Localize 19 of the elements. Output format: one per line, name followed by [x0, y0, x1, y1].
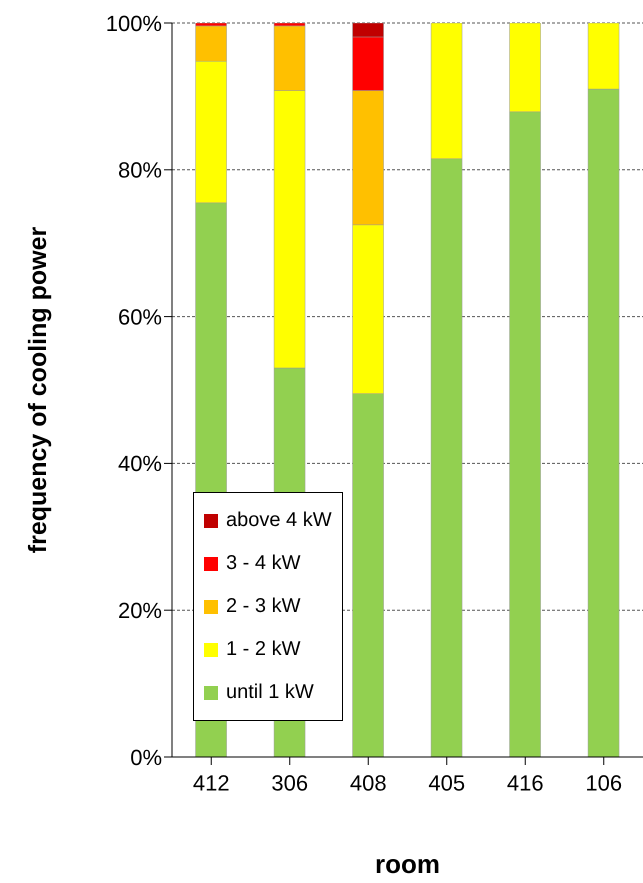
x-tick-label: 405 — [428, 770, 466, 796]
y-axis-title: frequency of cooling power — [24, 226, 52, 554]
y-tick-label: 20% — [118, 598, 162, 624]
x-tick-label: 416 — [506, 770, 544, 796]
legend-label: above 4 kW — [226, 509, 332, 532]
x-tick-label: 412 — [192, 770, 230, 796]
x-tick-label: 408 — [350, 770, 387, 796]
legend-label: 1 - 2 kW — [226, 638, 300, 661]
legend-label: 2 - 3 kW — [226, 595, 300, 618]
y-tick-label: 0% — [130, 744, 162, 770]
y-tick-label: 40% — [118, 451, 162, 476]
x-axis-title: room — [375, 849, 440, 879]
x-tick-label: 106 — [585, 770, 622, 796]
y-tick-label: 60% — [118, 304, 162, 330]
y-tick-label: 100% — [106, 10, 162, 36]
legend-label: 3 - 4 kW — [226, 552, 300, 575]
legend-label: until 1 kW — [226, 681, 314, 704]
y-tick-label: 80% — [118, 158, 162, 183]
x-tick-label: 306 — [271, 770, 308, 796]
